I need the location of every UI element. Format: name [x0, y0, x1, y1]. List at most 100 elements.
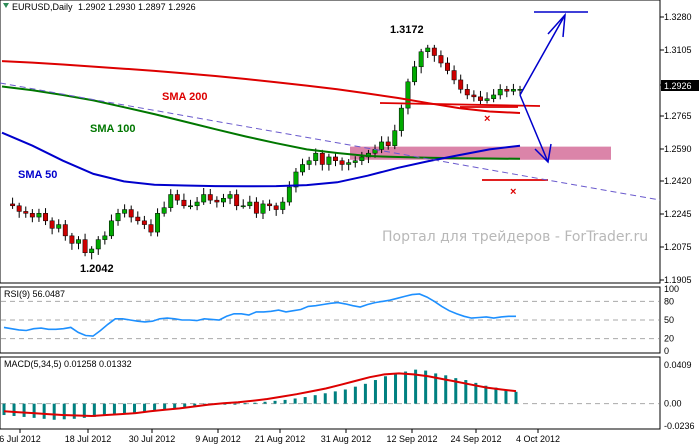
macd-histogram-bar [494, 387, 498, 404]
candle-body [89, 248, 95, 254]
candle-body [36, 213, 42, 218]
candle-body [221, 198, 226, 203]
candle-body [16, 205, 22, 212]
candle-body [326, 156, 332, 165]
macd-histogram-bar [72, 403, 76, 419]
candle-body [207, 194, 213, 201]
macd-signal-line [3, 372, 517, 418]
candle-body [319, 152, 325, 165]
macd-histogram-bar [414, 369, 418, 404]
candle-body [491, 94, 497, 99]
candle-body [425, 47, 431, 53]
candle-body [464, 89, 470, 96]
rsi-line [3, 293, 516, 337]
watermark: Портал для трейдеров - ForTrader.ru [382, 229, 648, 245]
macd-histogram-bar [323, 393, 327, 404]
candle-body [122, 209, 128, 214]
label-sma100: SMA 100 [90, 123, 135, 135]
macd-histogram-bar [394, 373, 398, 404]
macd-histogram-bar [263, 401, 267, 404]
price-header-symbol: EURUSD,Daily [12, 2, 73, 12]
candle-body [62, 224, 68, 237]
x-tick-label: 6 Jul 2012 [0, 434, 41, 444]
macd-histogram-bar [112, 403, 116, 416]
candle-body [418, 51, 424, 68]
macd-histogram-bar [253, 402, 257, 404]
macd-histogram-bar [474, 382, 478, 404]
candle-body [82, 239, 88, 254]
macd-histogram-bar [313, 395, 317, 404]
macd-histogram-bar [102, 403, 106, 416]
label-sma50: SMA 50 [18, 169, 57, 181]
candle-body [102, 235, 108, 240]
candle-body [458, 79, 464, 90]
price-header-ohlc: 1.2902 1.2930 1.2897 1.2926 [78, 2, 196, 12]
current-price-tag [661, 80, 699, 91]
candle-body [194, 201, 200, 207]
rsi-y-label: 50 [664, 315, 674, 325]
candle-body [300, 164, 305, 173]
macd-histogram-bar [122, 403, 126, 415]
candle-body [405, 81, 411, 109]
macd-histogram-bar [92, 403, 96, 417]
macd-histogram-bar [343, 389, 347, 404]
x-tick-label: 31 Aug 2012 [321, 434, 372, 444]
candle-body [10, 203, 16, 207]
macd-histogram-bar [383, 376, 387, 404]
macd-histogram-bar [233, 403, 237, 405]
annotation-low: 1.2042 [80, 263, 114, 275]
cross-mark-lower: × [510, 186, 516, 198]
candle-body [201, 194, 207, 203]
candle-body [108, 220, 114, 237]
candle-body [484, 98, 490, 101]
candle-body [76, 239, 81, 244]
price-y-label: 1.2075 [664, 242, 692, 252]
candle-body [247, 201, 253, 207]
candle-body [346, 162, 352, 165]
candle-body [517, 89, 523, 91]
rsi-y-label: 0 [664, 346, 669, 356]
candle-body [43, 213, 48, 222]
x-tick-label: 24 Sep 2012 [450, 434, 501, 444]
macd-panel-frame [0, 356, 661, 430]
down-arrow-head [534, 143, 552, 164]
macd-histogram-bar [153, 403, 157, 412]
price-y-label: 1.2765 [664, 111, 692, 121]
macd-histogram-bar [42, 403, 46, 419]
macd-histogram-bar [464, 380, 468, 404]
macd-histogram-bar [273, 400, 277, 404]
macd-histogram-bar [434, 373, 438, 404]
macd-histogram-bar [504, 389, 508, 404]
candle-body [352, 160, 358, 163]
macd-histogram-bar [32, 403, 36, 418]
candle-body [313, 152, 319, 161]
macd-histogram-bar [193, 403, 197, 407]
macd-histogram-bar [293, 398, 297, 404]
candle-body [359, 156, 365, 161]
candle-body [253, 201, 259, 214]
macd-y-label: -0.0236 [664, 421, 695, 431]
candle-body [29, 213, 35, 218]
price-y-label: 1.1905 [664, 275, 692, 285]
x-tick-label: 21 Aug 2012 [255, 434, 306, 444]
candle-body [148, 224, 154, 233]
candle-body [306, 160, 312, 165]
candle-body [214, 199, 220, 203]
candle-body [267, 203, 273, 207]
macd-histogram-bar [52, 403, 56, 420]
macd-histogram-bar [373, 380, 377, 404]
macd-histogram-bar [82, 403, 86, 418]
x-tick-label: 18 Jul 2012 [65, 434, 112, 444]
candle-body [438, 55, 444, 64]
candle-body [161, 207, 167, 214]
macd-histogram-bar [143, 403, 147, 413]
macd-histogram-bar [283, 399, 287, 404]
macd-histogram-bar [12, 403, 16, 416]
candle-body [445, 62, 450, 71]
macd-histogram-bar [303, 397, 307, 404]
annotation-high: 1.3172 [390, 24, 424, 36]
candle-body [181, 199, 187, 207]
macd-histogram-bar [62, 403, 66, 420]
